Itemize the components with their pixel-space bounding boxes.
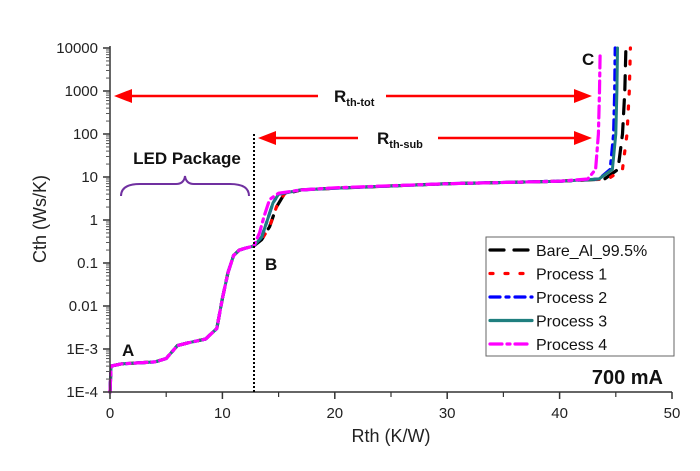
series-line-process-4 <box>108 53 602 394</box>
legend: Bare_Al_99.5% Process 1 Process 2 Process 3… <box>485 236 675 357</box>
x-axis-title: Rth (K/W) <box>352 426 431 446</box>
legend-label: Bare_Al_99.5% <box>536 243 647 260</box>
legend-label: Process 2 <box>536 290 607 307</box>
arrowhead-left-icon <box>258 131 276 145</box>
y-tick-label: 0.01 <box>69 298 98 315</box>
legend-item: Process 4 <box>488 337 607 354</box>
x-tick-label: 50 <box>664 405 681 422</box>
rth-sub-main: R <box>377 129 389 148</box>
legend-item: Bare_Al_99.5% <box>488 243 647 260</box>
y-tick-label: 10 <box>81 169 98 186</box>
y-axis-title: Cth (Ws/K) <box>30 175 50 263</box>
y-tick-label: 10000 <box>56 40 98 57</box>
tick-marks: 0 10 20 30 40 50 1E-4 1E-3 0.01 0.1 1 10 100 1000 1000… <box>56 40 680 422</box>
series-curves <box>108 46 632 394</box>
arrowhead-right-icon <box>574 131 592 145</box>
arrowhead-left-icon <box>114 89 132 103</box>
x-tick-label: 0 <box>106 405 114 422</box>
y-tick-label: 1 <box>90 212 98 229</box>
point-a-label: A <box>122 341 134 360</box>
y-tick-label: 1E-3 <box>66 341 98 358</box>
legend-item: Process 1 <box>488 267 607 284</box>
rth-tot-label: Rth-tot <box>334 87 375 109</box>
x-tick-label: 40 <box>551 405 568 422</box>
x-tick-label: 20 <box>326 405 343 422</box>
arrowhead-right-icon <box>574 89 592 103</box>
legend-label: Process 1 <box>536 267 607 284</box>
x-tick-label: 10 <box>214 405 231 422</box>
led-package-label: LED Package <box>133 149 241 168</box>
legend-item: Process 3 <box>488 314 607 331</box>
rth-sub-subscript: th-sub <box>389 139 423 151</box>
y-tick-label: 1000 <box>65 83 98 100</box>
rth-tot-subscript: th-tot <box>346 97 374 109</box>
y-tick-label: 1E-4 <box>66 384 98 401</box>
y-tick-label: 0.1 <box>77 255 98 272</box>
point-b-label: B <box>265 255 277 274</box>
y-tick-label: 100 <box>73 126 98 143</box>
rth-sub-label: Rth-sub <box>377 129 423 151</box>
legend-label: Process 4 <box>536 337 607 354</box>
legend-label: Process 3 <box>536 314 607 331</box>
rth-tot-main: R <box>334 87 346 106</box>
x-tick-label: 30 <box>439 405 456 422</box>
led-package-brace <box>120 175 250 197</box>
point-c-label: C <box>582 50 594 69</box>
legend-item: Process 2 <box>488 290 607 307</box>
current-label: 700 mA <box>592 367 663 389</box>
annotations: LED Package A B C Rth-tot Rth-sub 700 mA <box>114 50 663 392</box>
